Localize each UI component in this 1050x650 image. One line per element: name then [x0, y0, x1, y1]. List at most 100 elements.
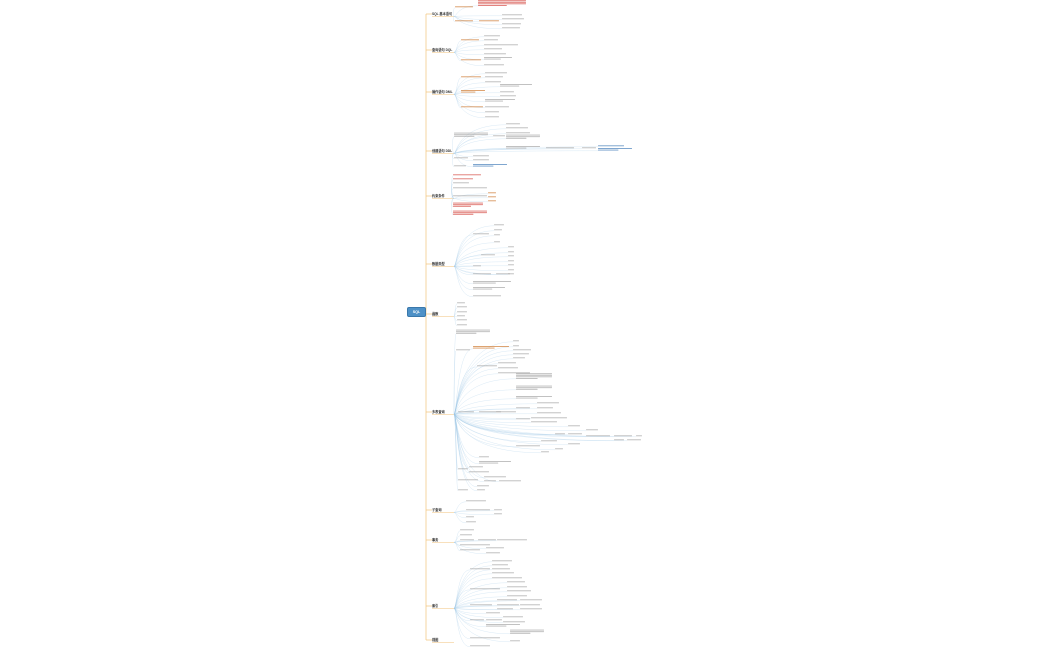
sub-node-text[interactable]	[627, 439, 641, 441]
sub-node-text[interactable]	[486, 552, 500, 554]
sub-node-text[interactable]	[453, 202, 483, 204]
sub-node-text[interactable]	[614, 439, 624, 441]
sub-node-text[interactable]	[473, 287, 505, 288]
sub-node-text[interactable]	[457, 306, 467, 308]
sub-node-text[interactable]	[508, 246, 514, 248]
sub-node-text[interactable]	[454, 135, 475, 137]
sub-node-text[interactable]	[479, 462, 499, 464]
sub-node-text[interactable]	[453, 204, 483, 206]
sub-node-text[interactable]	[457, 319, 467, 321]
sub-node-text[interactable]	[481, 254, 495, 256]
sub-node-text[interactable]	[485, 99, 515, 100]
sub-node-text[interactable]	[494, 509, 502, 511]
sub-node-text[interactable]	[473, 155, 489, 157]
sub-node-text[interactable]	[473, 281, 511, 282]
sub-node-text[interactable]	[494, 229, 502, 231]
sub-node-text[interactable]	[513, 340, 519, 342]
sub-node-text[interactable]	[454, 132, 488, 134]
sub-node-text[interactable]	[507, 586, 527, 588]
branch-label-0[interactable]: SQL 基本语句	[432, 11, 452, 16]
sub-node-text[interactable]	[486, 612, 500, 614]
sub-node-text[interactable]	[494, 224, 504, 226]
sub-node-text[interactable]	[478, 1, 526, 3]
sub-node-text[interactable]	[496, 273, 510, 275]
sub-node-text[interactable]	[506, 136, 540, 138]
sub-node-text[interactable]	[484, 58, 501, 60]
sub-node-text[interactable]	[461, 76, 481, 78]
sub-node-text[interactable]	[531, 421, 557, 423]
sub-node-text[interactable]	[455, 6, 473, 8]
sub-node-text[interactable]	[484, 57, 512, 58]
sub-node-text[interactable]	[484, 48, 502, 50]
sub-node-text[interactable]	[636, 435, 642, 437]
sub-node-text[interactable]	[502, 14, 522, 16]
sub-node-text[interactable]	[492, 568, 510, 570]
sub-node-text[interactable]	[510, 640, 520, 642]
sub-node-text[interactable]	[485, 81, 501, 83]
sub-node-text[interactable]	[473, 164, 507, 165]
sub-node-text[interactable]	[456, 331, 490, 333]
sub-node-text[interactable]	[469, 471, 489, 473]
sub-node-text[interactable]	[506, 134, 540, 136]
sub-node-text[interactable]	[506, 146, 540, 147]
sub-node-text[interactable]	[479, 456, 489, 458]
sub-node-text[interactable]	[457, 302, 465, 304]
sub-node-text[interactable]	[478, 5, 507, 6]
sub-node-text[interactable]	[460, 544, 490, 546]
sub-node-text[interactable]	[473, 295, 501, 297]
sub-node-text[interactable]	[484, 480, 496, 482]
sub-node-text[interactable]	[513, 345, 519, 347]
sub-node-text[interactable]	[479, 411, 501, 413]
sub-node-text[interactable]	[484, 476, 506, 478]
sub-node-text[interactable]	[568, 425, 580, 427]
sub-node-text[interactable]	[500, 95, 516, 97]
sub-node-text[interactable]	[516, 374, 552, 376]
sub-node-text[interactable]	[492, 577, 522, 579]
sub-node-text[interactable]	[541, 440, 557, 442]
sub-node-text[interactable]	[486, 624, 520, 625]
branch-label-11[interactable]: 视图	[432, 637, 438, 642]
sub-node-text[interactable]	[457, 311, 467, 313]
sub-node-text[interactable]	[502, 18, 524, 20]
sub-node-text[interactable]	[494, 241, 500, 243]
sub-node-text[interactable]	[470, 588, 500, 590]
sub-node-text[interactable]	[537, 407, 553, 409]
sub-node-text[interactable]	[485, 76, 503, 78]
sub-node-text[interactable]	[503, 621, 525, 623]
sub-node-text[interactable]	[502, 23, 521, 25]
sub-node-text[interactable]	[492, 560, 512, 562]
sub-node-text[interactable]	[479, 20, 499, 22]
sub-node-text[interactable]	[541, 451, 549, 453]
branch-label-2[interactable]: 操作语句 DML	[432, 89, 453, 94]
sub-node-text[interactable]	[453, 205, 471, 207]
sub-node-text[interactable]	[508, 273, 514, 275]
sub-node-text[interactable]	[453, 187, 487, 189]
sub-node-text[interactable]	[516, 407, 530, 409]
sub-node-text[interactable]	[516, 388, 538, 390]
sub-node-text[interactable]	[470, 637, 500, 639]
sub-node-text[interactable]	[499, 480, 521, 482]
sub-node-text[interactable]	[506, 132, 530, 134]
sub-node-text[interactable]	[492, 564, 508, 566]
branch-label-1[interactable]: 查询语句 DQL	[431, 47, 452, 52]
sub-node-text[interactable]	[516, 396, 552, 397]
sub-node-text[interactable]	[510, 631, 544, 633]
branch-label-10[interactable]: 索引	[432, 603, 438, 608]
sub-node-text[interactable]	[477, 365, 497, 367]
sub-node-text[interactable]	[494, 513, 502, 515]
sub-node-text[interactable]	[470, 619, 484, 621]
sub-node-text[interactable]	[470, 604, 492, 606]
sub-node-text[interactable]	[488, 196, 496, 198]
sub-node-text[interactable]	[458, 411, 474, 413]
sub-node-text[interactable]	[453, 213, 474, 215]
sub-node-text[interactable]	[473, 165, 494, 167]
sub-node-text[interactable]	[458, 489, 468, 491]
sub-node-text[interactable]	[453, 182, 469, 184]
sub-node-text[interactable]	[508, 255, 514, 257]
sub-node-text[interactable]	[485, 116, 499, 118]
sub-node-text[interactable]	[497, 539, 527, 541]
sub-node-text[interactable]	[508, 251, 514, 253]
sub-node-text[interactable]	[510, 629, 544, 631]
sub-node-text[interactable]	[457, 315, 465, 317]
sub-node-text[interactable]	[502, 27, 520, 29]
